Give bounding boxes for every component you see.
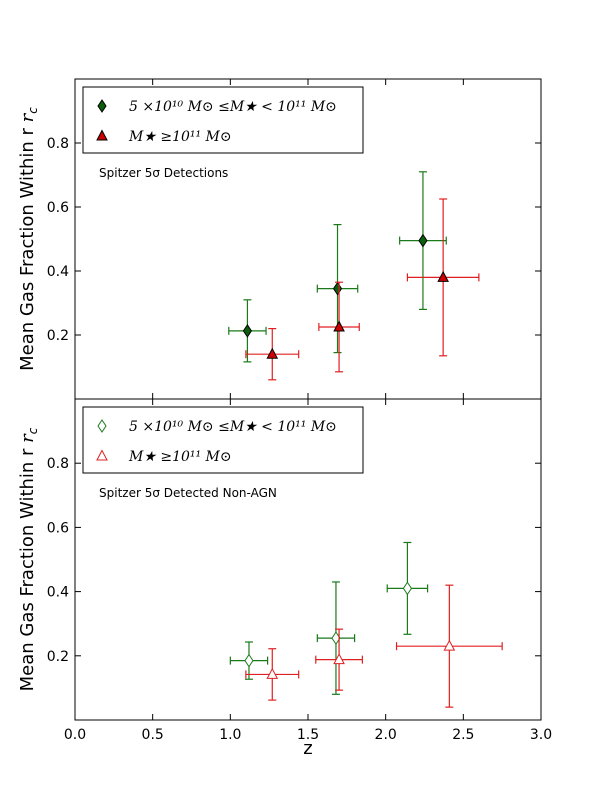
data-point	[333, 320, 345, 332]
panel-annotation: Spitzer 5σ Detections	[99, 166, 228, 180]
x-tick-label: 1.5	[297, 727, 319, 743]
legend-frame	[82, 406, 364, 474]
panel-annotation: Spitzer 5σ Detected Non-AGN	[99, 486, 277, 500]
data-point	[266, 347, 279, 359]
y-tick-label: 0.6	[47, 520, 69, 536]
data-point	[332, 281, 343, 296]
x-tick-label: 0.5	[142, 727, 164, 743]
y-tick-label: 0.4	[47, 585, 69, 601]
legend-marker	[97, 99, 107, 113]
y-tick-label: 0.2	[47, 649, 69, 665]
data-point	[418, 233, 428, 248]
y-axis-label: Mean Gas Fraction Within r rc	[17, 427, 40, 691]
y-tick-label: 0.6	[47, 200, 69, 216]
data-point	[266, 667, 279, 679]
legend-label: 5 ×10¹⁰ M⊙ ≤M★ < 10¹¹ M⊙	[129, 419, 337, 435]
data-point	[244, 653, 254, 668]
y-tick-label: 0.2	[47, 328, 69, 344]
series-high-mass	[245, 584, 503, 708]
legend: 5 ×10¹⁰ M⊙ ≤M★ < 10¹¹ M⊙ M★ ≥10¹¹ M⊙	[82, 406, 364, 474]
y-tick-label: 0.8	[47, 456, 69, 472]
series-intermediate-mass	[229, 541, 429, 695]
legend-marker	[97, 419, 107, 433]
series-intermediate-mass	[228, 171, 447, 363]
x-tick-label: 0.0	[64, 727, 86, 743]
x-axis-label: z	[303, 738, 312, 759]
legend: 5 ×10¹⁰ M⊙ ≤M★ < 10¹¹ M⊙ M★ ≥10¹¹ M⊙	[82, 86, 364, 154]
x-tick-label: 2.0	[375, 727, 397, 743]
legend-frame	[82, 86, 364, 154]
legend-label: 5 ×10¹⁰ M⊙ ≤M★ < 10¹¹ M⊙	[129, 99, 337, 115]
data-point	[443, 639, 456, 651]
legend-marker	[96, 129, 108, 141]
y-axis-label: Mean Gas Fraction Within r rc	[17, 107, 40, 371]
y-tick-label: 0.8	[47, 136, 69, 152]
data-point	[402, 581, 413, 596]
legend-label: M★ ≥10¹¹ M⊙	[128, 449, 232, 465]
legend-marker	[96, 449, 108, 461]
series-high-mass	[245, 198, 480, 381]
x-tick-label: 1.0	[219, 727, 241, 743]
y-tick-label: 0.4	[47, 264, 69, 280]
panel-top: 0.2 0.4 0.6 0.8 Mean Gas Fraction Within r r…	[17, 78, 542, 400]
data-point	[242, 323, 253, 338]
x-tick-label: 2.5	[452, 727, 474, 743]
legend-label: M★ ≥10¹¹ M⊙	[128, 129, 232, 145]
data-point	[437, 270, 449, 282]
panel-bottom: 0.2 0.4 0.6 0.8 0.0 0.5 1.0 1.5 2.0 2.5 3.0 z Mean G…	[17, 398, 552, 759]
x-tick-label: 3.0	[530, 727, 552, 743]
data-point	[333, 653, 345, 665]
